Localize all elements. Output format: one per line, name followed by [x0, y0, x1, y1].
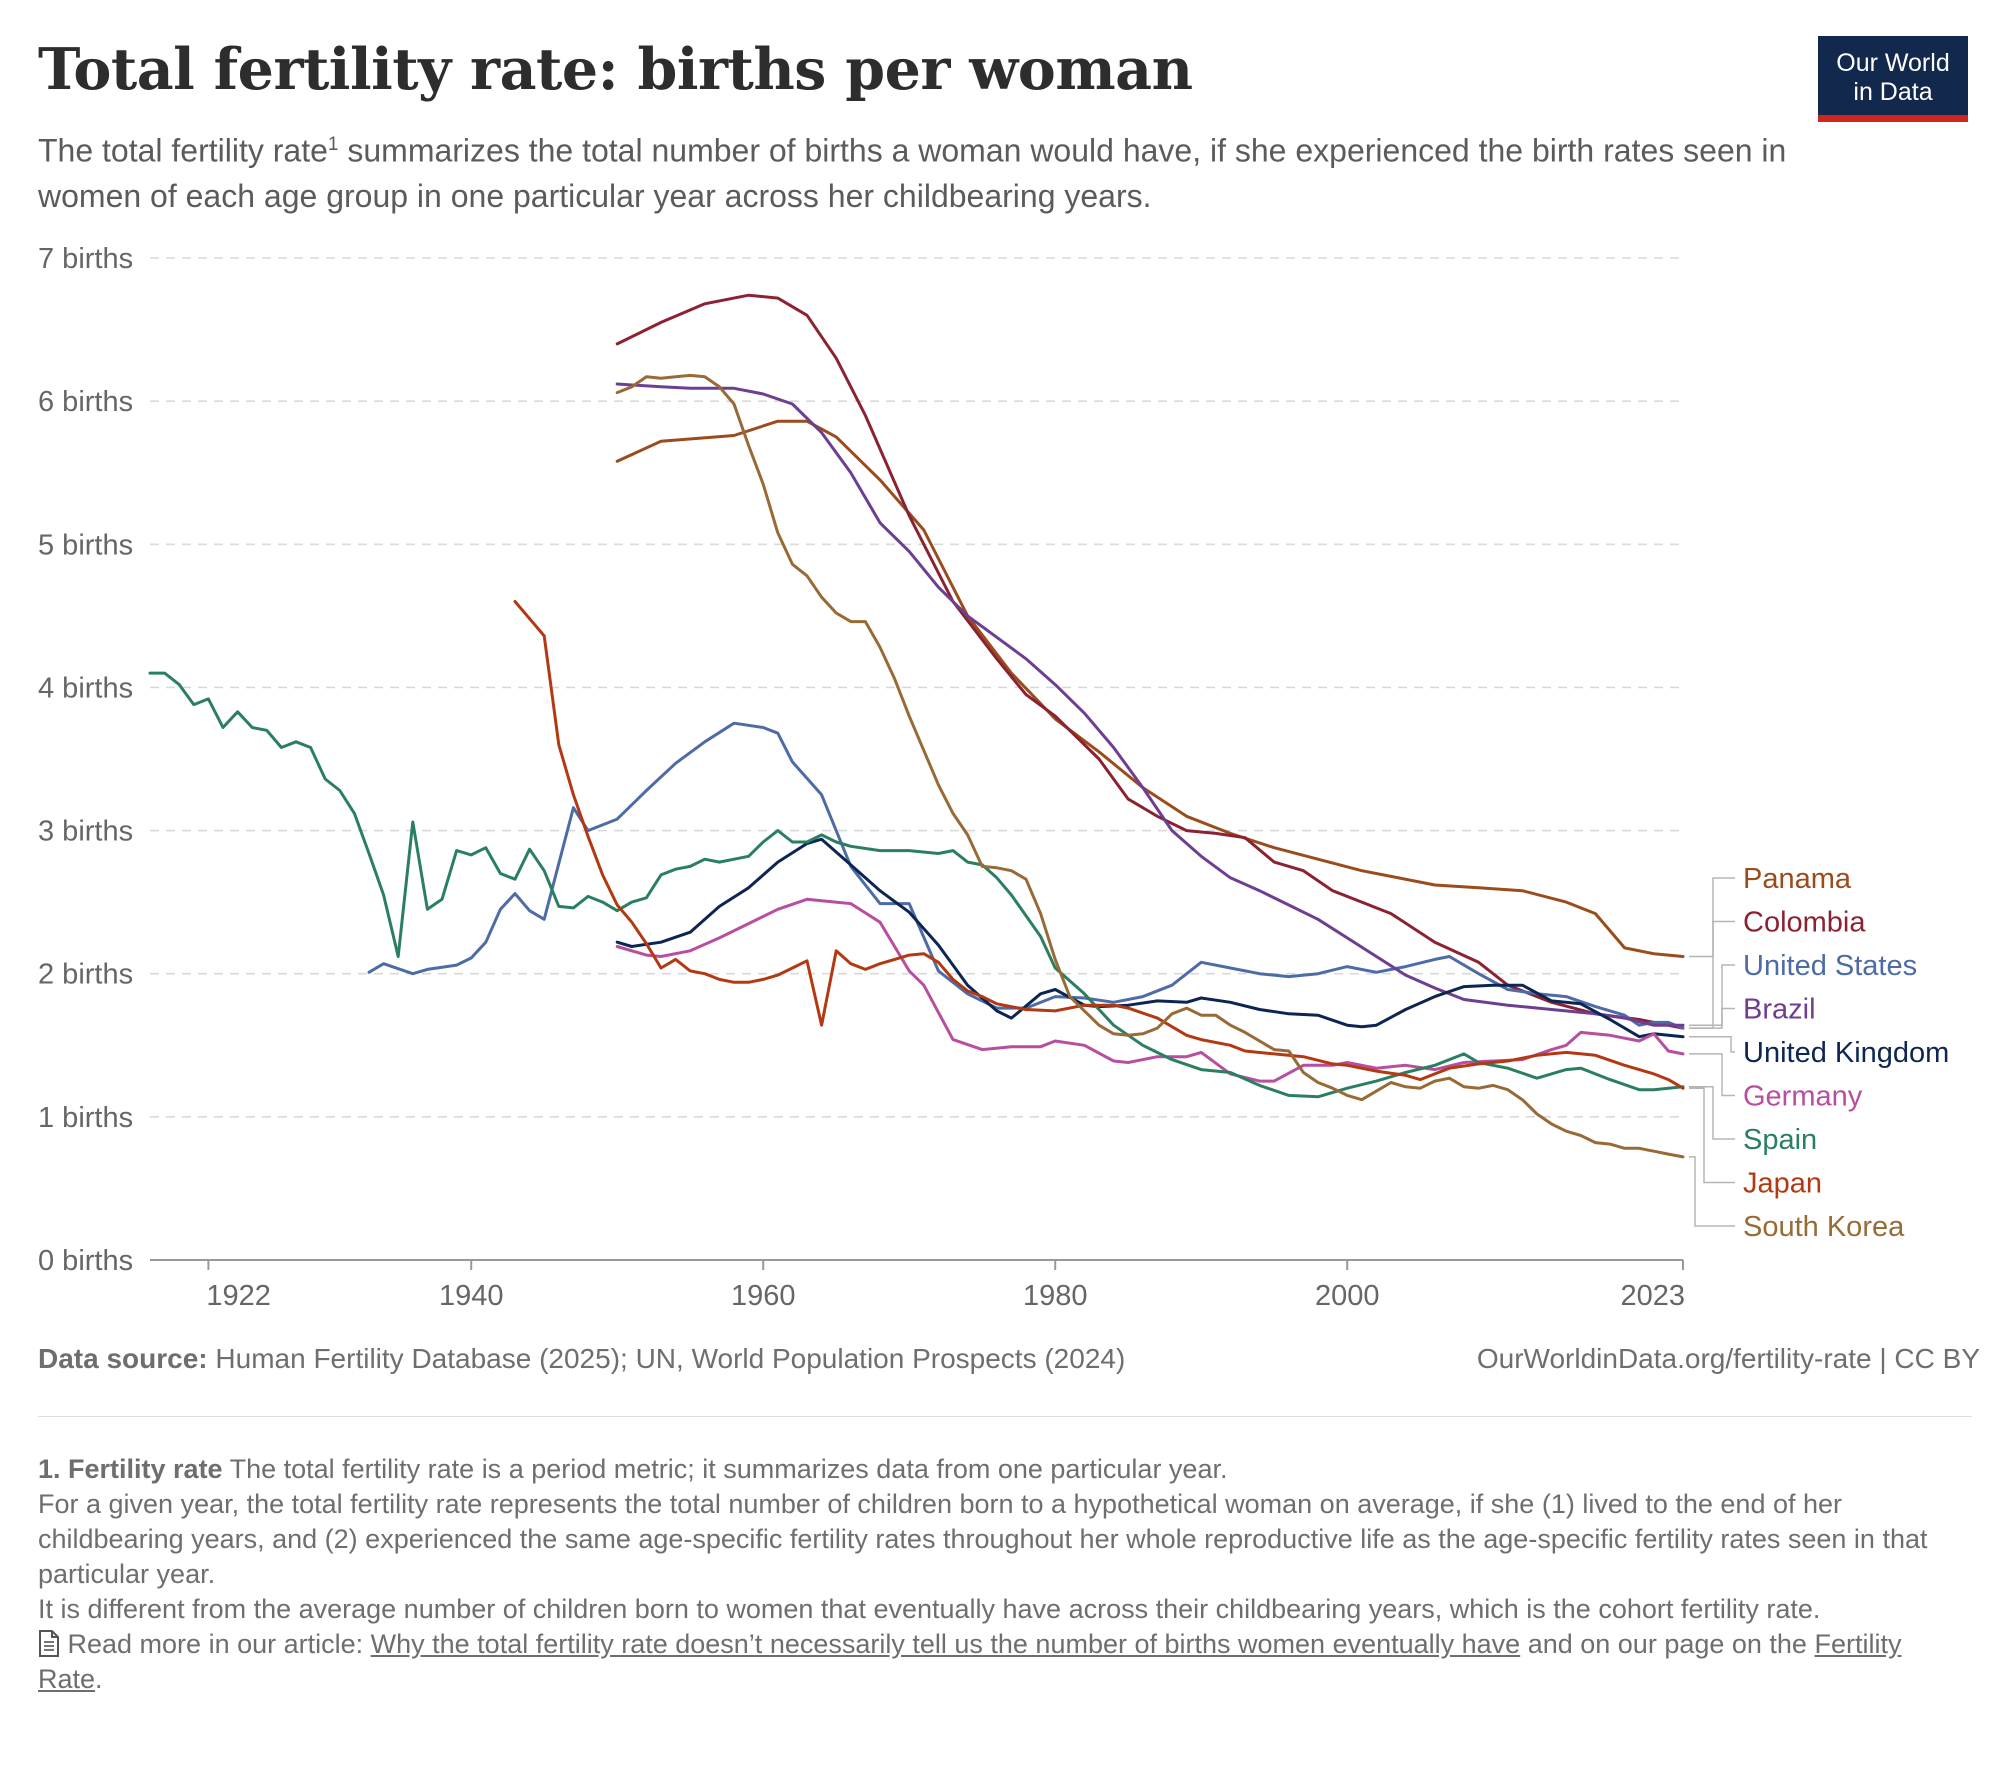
y-tick-label: 1 births — [38, 1102, 133, 1134]
legend-connector — [1689, 964, 1735, 1029]
footnote-1-label: 1. Fertility rate — [38, 1454, 223, 1484]
legend-label-japan[interactable]: Japan — [1743, 1168, 1822, 1200]
x-tick-label: 2000 — [1315, 1280, 1380, 1312]
gridlines — [150, 257, 1683, 1118]
y-tick-label: 7 births — [38, 243, 133, 275]
document-icon — [39, 1630, 59, 1657]
legend-connector — [1689, 1053, 1735, 1097]
series-lines — [148, 293, 1685, 1159]
legend-connector — [1689, 1156, 1735, 1227]
legend-label-spain[interactable]: Spain — [1743, 1124, 1817, 1156]
y-tick-label: 6 births — [38, 386, 133, 418]
footnote-2: For a given year, the total fertility ra… — [38, 1489, 1928, 1589]
footnote-1: 1. Fertility rate The total fertility ra… — [38, 1452, 1972, 1487]
legend-connectors — [1689, 877, 1735, 1227]
legend-label-panama[interactable]: Panama — [1743, 863, 1852, 895]
data-source-label: Data source: — [38, 1343, 208, 1374]
x-tick-label: 1940 — [439, 1280, 504, 1312]
legend-label-united-kingdom[interactable]: United Kingdom — [1743, 1037, 1949, 1069]
data-source-text[interactable]: Human Fertility Database (2025); UN, Wor… — [207, 1343, 1126, 1374]
legend-label-germany[interactable]: Germany — [1743, 1081, 1863, 1113]
x-tick-label: 1922 — [206, 1280, 271, 1312]
y-tick-label: 5 births — [38, 529, 133, 561]
x-tick-label: 1960 — [731, 1280, 796, 1312]
legend-label-brazil[interactable]: Brazil — [1743, 994, 1816, 1026]
subtitle-text-2: summarizes the total number of births a … — [38, 132, 1787, 214]
footnote-4-end: . — [95, 1664, 103, 1694]
chart-subtitle: The total fertility rate1 summarizes the… — [38, 122, 1818, 219]
y-tick-label: 2 births — [38, 959, 133, 991]
legend-connector — [1689, 1086, 1735, 1140]
legend-connector — [1689, 920, 1735, 1029]
footnote-1-text: The total fertility rate is a period met… — [222, 1454, 1228, 1484]
footnote-4-mid: and on our page on the — [1520, 1629, 1815, 1659]
owid-logo[interactable]: Our World in Data — [1818, 36, 1968, 122]
chart-title: Total fertility rate: births per woman — [38, 36, 1193, 103]
y-tick-label: 3 births — [38, 816, 133, 848]
x-axis: 1922 1940 1960 1980 2000 2023 — [150, 1259, 1685, 1312]
x-tick-label: 1980 — [1023, 1280, 1088, 1312]
y-axis-tick-labels: 0 births 1 births 2 births 3 births 4 births… — [38, 243, 133, 1277]
article-link[interactable]: Why the total fertility rate doesn’t nec… — [370, 1629, 1521, 1659]
legend-connector — [1689, 1087, 1735, 1184]
subtitle-text-1: The total fertility rate — [38, 132, 328, 169]
footnote-3: It is different from the average number … — [38, 1594, 1821, 1624]
series-line-united-states[interactable] — [367, 721, 1685, 1030]
source-url[interactable]: OurWorldinData.org/fertility-rate | CC B… — [1476, 1343, 1980, 1374]
footnote-marker[interactable]: 1 — [327, 134, 339, 155]
data-source: Data source: Human Fertility Database (2… — [38, 1343, 1125, 1375]
series-line-spain[interactable] — [148, 671, 1685, 1099]
series-line-japan[interactable] — [513, 600, 1685, 1090]
footnotes: 1. Fertility rate The total fertility ra… — [38, 1452, 1972, 1697]
y-tick-label: 4 births — [38, 672, 133, 704]
legend-label-south-korea[interactable]: South Korea — [1743, 1211, 1905, 1243]
legend-connector — [1689, 877, 1735, 958]
fertility-rate-link[interactable]: Fertility Rate — [38, 1629, 1902, 1694]
series-line-united-kingdom[interactable] — [615, 837, 1685, 1039]
series-line-germany[interactable] — [615, 897, 1685, 1083]
logo-line-1: Our World — [1836, 49, 1950, 77]
footnote-4: Read more in our article: Why the total … — [38, 1627, 1972, 1697]
legend-connector — [1689, 1035, 1735, 1053]
line-chart: 0 births 1 births 2 births 3 births 4 births… — [38, 243, 1949, 1312]
footer-divider — [38, 1416, 1972, 1417]
y-tick-label: 0 births — [38, 1245, 133, 1277]
footnote-4-pre: Read more in our article: — [60, 1629, 371, 1659]
x-tick-label: 2023 — [1620, 1280, 1685, 1312]
series-line-panama[interactable] — [615, 419, 1685, 958]
logo-line-2: in Data — [1853, 78, 1933, 106]
legend-connector — [1689, 1007, 1735, 1026]
legend-labels: Panama Colombia United States Brazil United … — [1743, 863, 1949, 1243]
series-line-colombia[interactable] — [615, 293, 1685, 1030]
series-line-brazil[interactable] — [615, 382, 1685, 1027]
legend-label-colombia[interactable]: Colombia — [1743, 907, 1866, 939]
series-line-south-korea[interactable] — [615, 373, 1685, 1159]
legend-label-united-states[interactable]: United States — [1743, 950, 1917, 982]
